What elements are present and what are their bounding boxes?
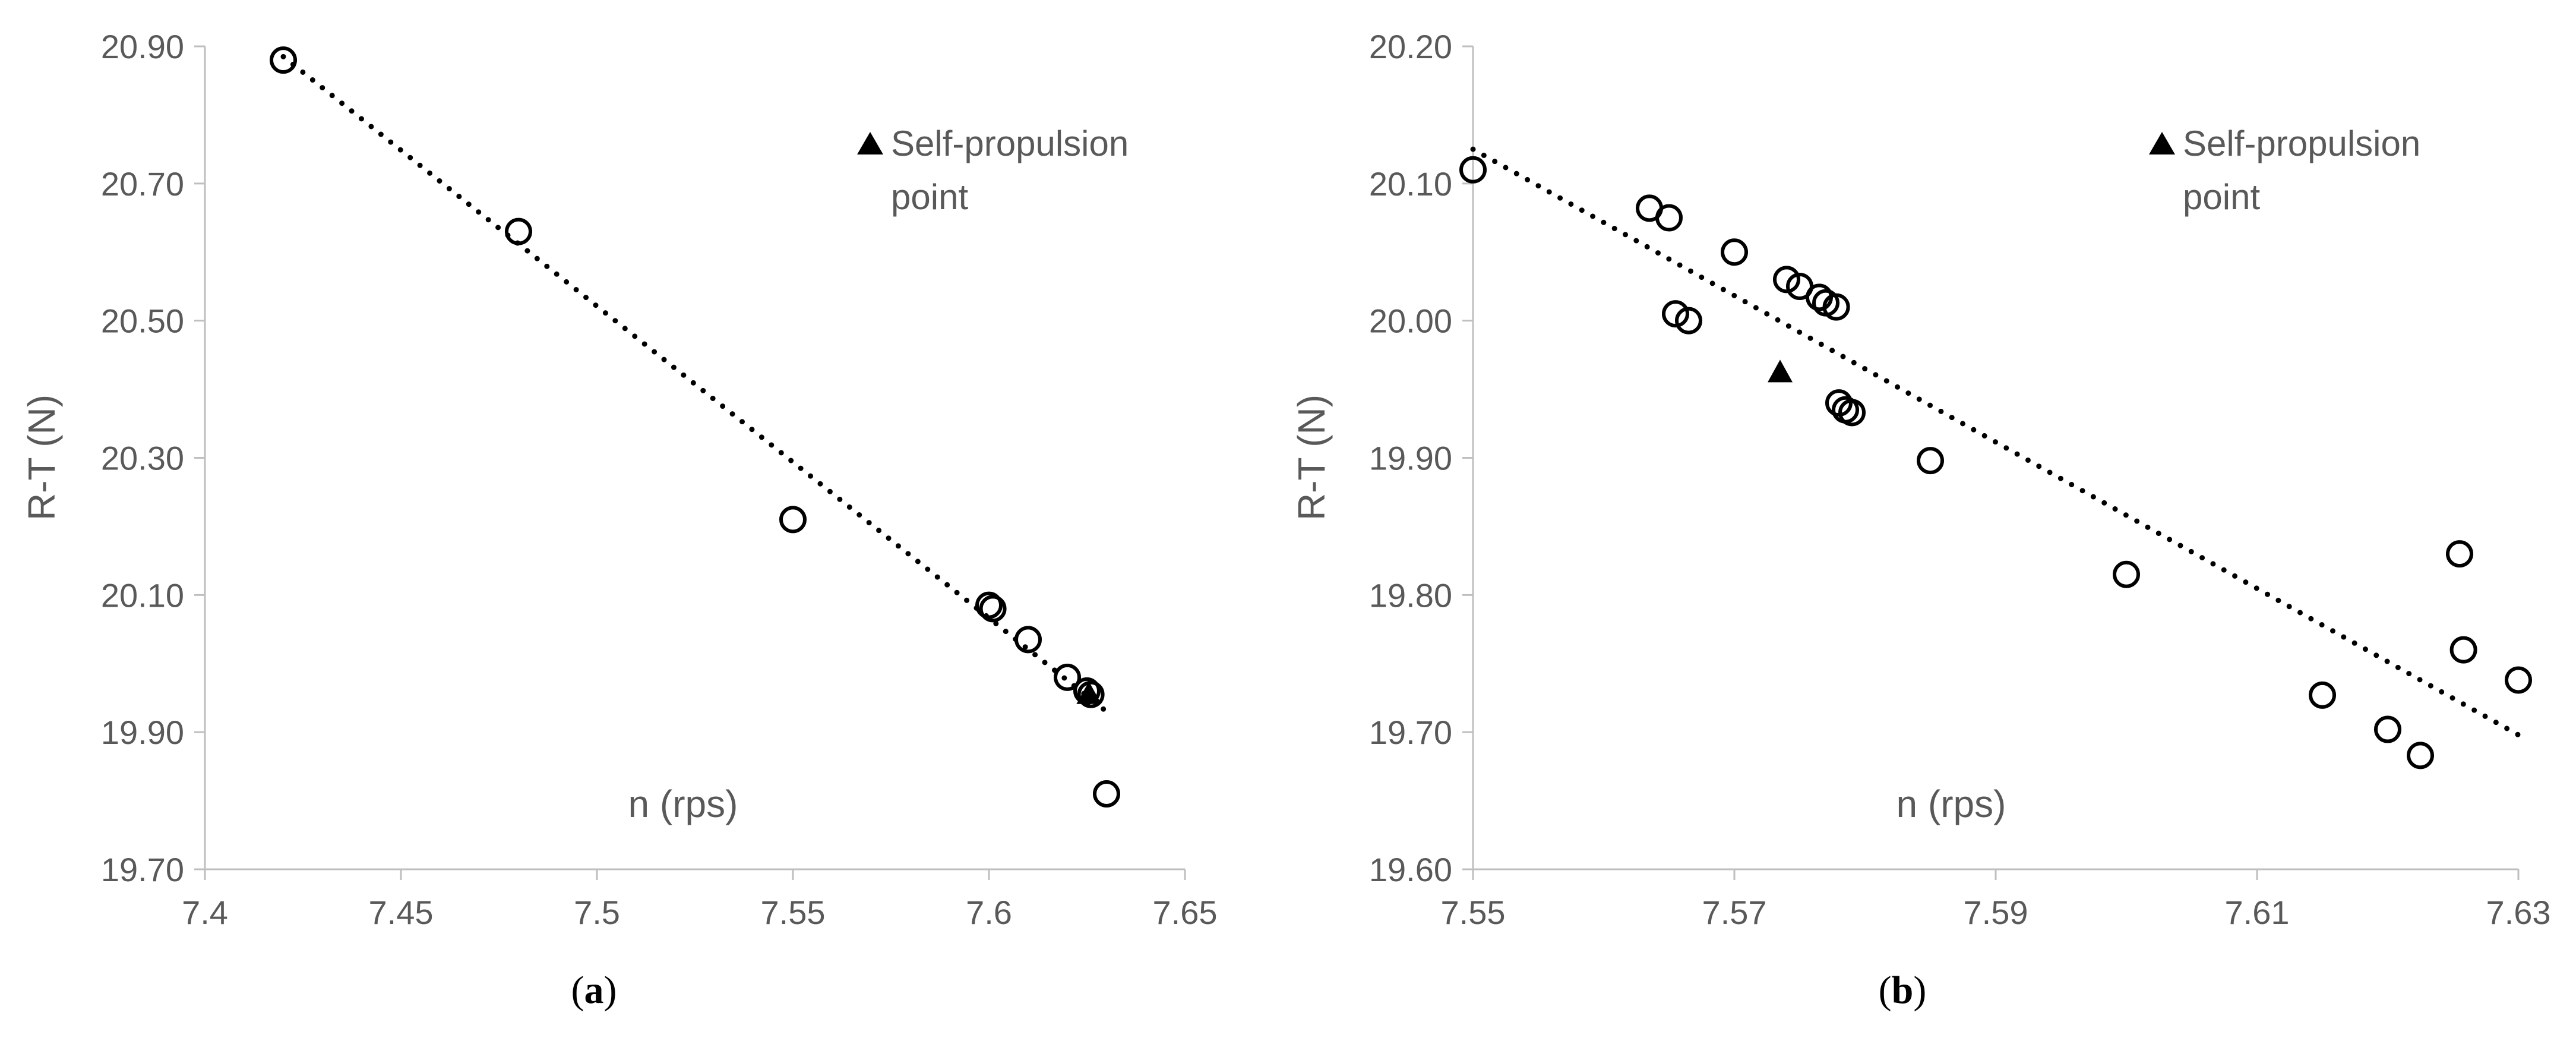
data-point xyxy=(1721,238,1748,266)
data-point xyxy=(2374,715,2401,743)
y-tick-label: 20.20 xyxy=(1369,28,1452,65)
legend-label: Self-propulsion xyxy=(891,124,1129,163)
chart-panel-a: 7.4 7.45 7.5 7.55 7.6 7.65 19.70 19.90 20.10 20.3… xyxy=(20,28,1218,1012)
x-tick-label: 7.65 xyxy=(1153,894,1218,931)
data-point xyxy=(2505,666,2532,694)
chart-panel-b: 7.55 7.57 7.59 7.61 7.63 19.60 19.70 19.80 19.90… xyxy=(1290,28,2551,1012)
data-point xyxy=(1014,626,1042,654)
y-tick-label: 20.00 xyxy=(1369,302,1452,340)
y-tick-label: 20.30 xyxy=(101,440,184,477)
data-point xyxy=(2449,636,2477,664)
data-point xyxy=(2446,540,2473,568)
data-point xyxy=(1675,307,1702,335)
y-tick-label: 20.10 xyxy=(101,576,184,614)
x-axis-title: n (rps) xyxy=(628,783,738,825)
y-tick-label: 19.70 xyxy=(1369,714,1452,751)
x-tick-label: 7.57 xyxy=(1702,894,1767,931)
data-point xyxy=(779,506,807,534)
y-tick-label: 20.50 xyxy=(101,302,184,340)
data-point xyxy=(1773,266,1800,294)
legend-label-line2: point xyxy=(891,177,968,217)
self-propulsion-point xyxy=(1768,359,1793,383)
legend-triangle-icon xyxy=(857,132,883,154)
data-point xyxy=(1093,780,1120,808)
data-point xyxy=(505,217,532,245)
x-tick-label: 7.45 xyxy=(369,894,434,931)
trendline xyxy=(280,53,1110,715)
y-tick-label: 19.70 xyxy=(101,851,184,888)
x-axis-title: n (rps) xyxy=(1897,783,2006,825)
x-tick-label: 7.61 xyxy=(2225,894,2290,931)
data-point xyxy=(1459,156,1487,184)
data-point xyxy=(1822,293,1850,321)
y-tick-label: 19.80 xyxy=(1369,576,1452,614)
y-tick-label: 20.90 xyxy=(101,28,184,65)
x-tick-label: 7.5 xyxy=(574,894,620,931)
trendline xyxy=(1470,146,2521,738)
y-tick-label: 20.70 xyxy=(101,165,184,203)
data-point xyxy=(270,46,297,74)
data-point xyxy=(975,591,1003,619)
data-point xyxy=(1917,447,1944,475)
data-point xyxy=(1077,680,1105,708)
y-axis-title: R-T (N) xyxy=(20,395,63,521)
y-tick-label: 19.60 xyxy=(1369,851,1452,888)
y-tick-label: 19.90 xyxy=(1369,440,1452,477)
legend-triangle-icon xyxy=(2149,132,2175,154)
panel-label: (a) xyxy=(571,969,617,1012)
legend-label-line2: point xyxy=(2183,177,2260,217)
data-point xyxy=(1662,300,1689,328)
x-tick-label: 7.55 xyxy=(761,894,826,931)
panel-label: (b) xyxy=(1879,969,1927,1012)
data-point xyxy=(1655,204,1683,232)
data-point xyxy=(1054,663,1081,691)
x-tick-label: 7.59 xyxy=(1964,894,2028,931)
data-point xyxy=(979,595,1007,623)
self-propulsion-point xyxy=(1076,681,1102,704)
x-tick-label: 7.4 xyxy=(182,894,228,931)
data-point xyxy=(2113,560,2140,588)
y-tick-label: 20.10 xyxy=(1369,165,1452,203)
y-tick-label: 19.90 xyxy=(101,714,184,751)
legend-label: Self-propulsion xyxy=(2183,124,2420,163)
y-axis-title: R-T (N) xyxy=(1290,395,1333,521)
x-tick-label: 7.63 xyxy=(2486,894,2551,931)
data-point xyxy=(2309,681,2336,709)
x-tick-label: 7.55 xyxy=(1441,894,1506,931)
data-point xyxy=(2407,742,2434,769)
x-tick-label: 7.6 xyxy=(966,894,1012,931)
data-point xyxy=(1838,399,1866,427)
